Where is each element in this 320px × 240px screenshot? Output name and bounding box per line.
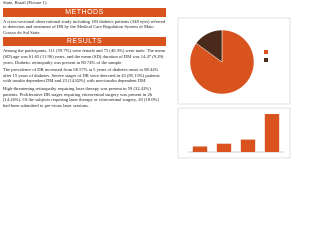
paragraph: A cross-sectional observational study in… [3,18,166,35]
charts [177,17,291,159]
bar [192,146,208,152]
bar [264,114,280,152]
bar [240,139,256,152]
paragraph: High-threatening retinopathy requiring l… [3,85,159,108]
section-heading: METHODS [3,7,166,17]
text-column: State, Brazil (Picture 1). METHODS A cro… [3,0,166,110]
legend-swatch [264,58,268,62]
page: State, Brazil (Picture 1). METHODS A cro… [3,0,291,159]
pie-slice [195,29,223,63]
paragraph: Among the participants, 111 (59.7%) were… [3,48,165,65]
intro: State, Brazil (Picture 1). [3,0,48,5]
legend-swatch [264,50,268,54]
bar [216,143,232,152]
paragraph: The prevalence of DR increased from 60.5… [3,67,160,84]
section-heading: RESULTS [3,37,166,47]
